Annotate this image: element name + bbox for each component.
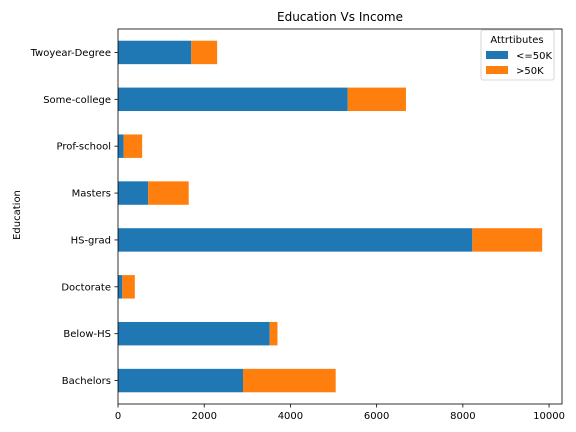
- legend-title: Attrtibutes: [490, 35, 543, 46]
- x-axis-ticks: 0 2000 4000 6000 8000 10000: [115, 404, 565, 422]
- bar-prof-school-series-0: [118, 134, 124, 158]
- bar-bachelors-series-1: [243, 368, 336, 393]
- legend-swatch-le50k: [486, 51, 508, 59]
- y-tick-label-twoyear-degree: Twoyear-Degree: [30, 48, 111, 59]
- y-tick-label-hs-grad: HS-grad: [71, 235, 111, 246]
- y-tick-label-masters: Masters: [72, 189, 111, 200]
- bar-below-hs-series-0: [118, 321, 270, 346]
- bar-masters-series-1: [148, 181, 189, 205]
- y-tick-label-doctorate: Doctorate: [61, 282, 111, 293]
- chart-title: Education Vs Income: [277, 10, 403, 24]
- x-tick-label-6000: 6000: [364, 411, 389, 422]
- y-tick-label-below-hs: Below-HS: [63, 329, 111, 340]
- x-tick-label-8000: 8000: [450, 411, 475, 422]
- plot-frame: [117, 28, 563, 405]
- bar-hs-grad-series-1: [472, 228, 543, 252]
- x-tick-label-2000: 2000: [191, 411, 216, 422]
- bar-some-college-series-0: [118, 87, 348, 112]
- bar-twoyear-degree-series-0: [118, 40, 192, 65]
- bar-some-college-series-1: [347, 87, 406, 112]
- bar-below-hs-series-1: [269, 321, 278, 346]
- x-tick-label-10000: 10000: [533, 411, 565, 422]
- x-tick-label-0: 0: [115, 411, 121, 422]
- y-axis-label: Education: [12, 190, 23, 240]
- bar-twoyear-degree-series-1: [191, 40, 218, 65]
- bar-doctorate-series-0: [118, 275, 123, 299]
- bar-masters-series-0: [118, 181, 149, 205]
- legend-label-gt50k: >50K: [516, 66, 544, 77]
- bar-prof-school-series-1: [123, 134, 143, 158]
- y-axis-ticks: Bachelors Below-HS Doctorate HS-grad Masters…: [30, 48, 118, 387]
- x-tick-label-4000: 4000: [278, 411, 303, 422]
- y-tick-label-prof-school: Prof-school: [56, 142, 111, 153]
- bars-layer: [118, 40, 543, 393]
- legend-swatch-gt50k: [486, 66, 508, 74]
- bar-hs-grad-series-0: [118, 228, 473, 252]
- bar-bachelors-series-0: [118, 368, 244, 393]
- y-tick-label-bachelors: Bachelors: [62, 376, 111, 387]
- bar-doctorate-series-1: [122, 275, 135, 299]
- y-tick-label-some-college: Some-college: [43, 95, 111, 106]
- legend-label-le50k: <=50K: [516, 51, 552, 62]
- legend: Attrtibutes <=50K >50K: [480, 29, 555, 81]
